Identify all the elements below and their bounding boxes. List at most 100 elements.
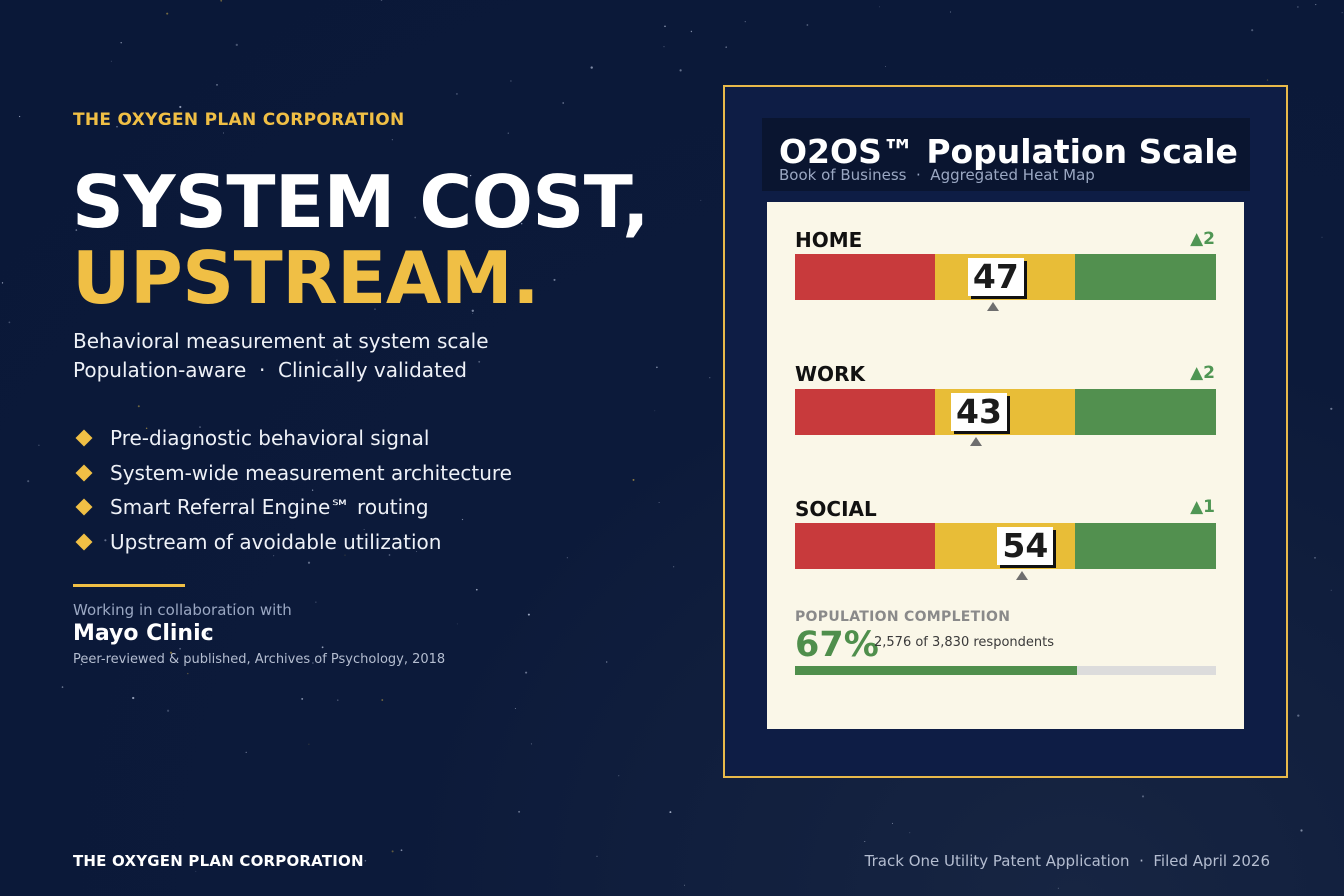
star <box>471 309 474 312</box>
star <box>187 672 189 675</box>
subtitle: Behavioral measurement at system scale P… <box>73 327 489 385</box>
star <box>478 360 481 363</box>
star <box>393 110 395 112</box>
zone-high <box>1075 523 1216 569</box>
star <box>27 480 30 483</box>
zone-low <box>795 389 935 435</box>
row-label-home: HOME <box>795 228 863 252</box>
completion-percent: 67% <box>795 625 879 665</box>
star <box>1314 557 1316 559</box>
score-pointer-icon <box>986 302 999 311</box>
row-label-social: SOCIAL <box>795 497 877 521</box>
headline-line-1: SYSTEM COST, <box>72 160 649 244</box>
score-box-social: 54 <box>997 527 1054 565</box>
star <box>469 174 472 177</box>
star <box>663 45 665 48</box>
feature-item: Pre-diagnostic behavioral signal <box>73 421 512 456</box>
star <box>315 601 317 603</box>
star <box>414 216 417 219</box>
panel-title: O2OS™ Population Scale <box>779 132 1238 171</box>
star <box>125 119 127 121</box>
star <box>169 651 173 654</box>
diamond-bullet-icon <box>75 429 93 447</box>
star <box>145 427 148 430</box>
star <box>80 663 83 666</box>
star <box>336 359 338 362</box>
star <box>311 489 314 491</box>
star <box>214 118 217 121</box>
star <box>308 743 310 745</box>
star <box>475 588 478 591</box>
star <box>199 426 201 429</box>
star <box>195 870 197 872</box>
star <box>273 555 275 557</box>
star <box>110 60 112 62</box>
star <box>197 294 199 296</box>
star <box>166 709 170 712</box>
star <box>216 84 218 86</box>
star <box>1297 6 1299 8</box>
star <box>363 529 365 530</box>
collaboration-label: Working in collaboration with <box>73 601 292 619</box>
row-label-work: WORK <box>795 362 865 386</box>
score-box-work: 43 <box>951 393 1008 431</box>
completion-progress-fill <box>795 666 1078 675</box>
star <box>312 662 314 664</box>
star <box>166 12 169 15</box>
headline: SYSTEM COST, UPSTREAM. <box>72 164 649 316</box>
star <box>632 478 635 481</box>
score-box-home: 47 <box>967 258 1024 296</box>
feature-item: Upstream of avoidable utilization <box>73 525 512 560</box>
panel-title-bar <box>762 118 1250 191</box>
star <box>1341 12 1343 14</box>
feature-text: Upstream of avoidable utilization <box>110 529 442 554</box>
star <box>673 566 675 568</box>
zone-low <box>795 254 935 300</box>
star <box>530 743 532 745</box>
panel-subtitle: Book of Business · Aggregated Heat Map <box>779 166 1095 184</box>
star <box>137 405 140 408</box>
star <box>909 832 911 834</box>
row-delta-home: ▲2 <box>1190 229 1215 249</box>
star <box>806 24 809 26</box>
star <box>1 282 4 284</box>
star <box>700 199 702 201</box>
star <box>415 551 417 552</box>
star <box>179 105 182 109</box>
star <box>364 859 367 862</box>
completion-label: POPULATION COMPLETION <box>795 609 1011 625</box>
zone-low <box>795 523 935 569</box>
star <box>245 751 247 754</box>
star <box>381 699 384 701</box>
zone-high <box>1075 389 1216 435</box>
star <box>525 671 528 674</box>
star <box>1330 407 1333 410</box>
star <box>307 561 311 564</box>
star <box>268 472 270 474</box>
star <box>337 699 339 701</box>
star <box>1057 887 1059 889</box>
star <box>1297 714 1300 717</box>
footer-company: THE OXYGEN PLAN CORPORATION <box>73 852 364 870</box>
footer-patent-note: Track One Utility Patent Application · F… <box>864 852 1270 870</box>
star <box>510 80 512 82</box>
star <box>374 308 376 310</box>
star <box>388 554 391 556</box>
feature-text: System-wide measurement architecture <box>110 460 512 485</box>
star <box>222 132 225 134</box>
star <box>1315 4 1317 6</box>
star <box>1141 795 1145 798</box>
star <box>235 43 238 47</box>
star <box>391 850 394 853</box>
completion-count: 2,576 of 3,830 respondents <box>874 635 1054 650</box>
star <box>332 432 334 434</box>
star <box>518 810 521 813</box>
star <box>521 223 523 225</box>
star <box>606 661 608 663</box>
subtitle-line-1: Behavioral measurement at system scale <box>73 329 489 353</box>
star <box>140 362 142 364</box>
diamond-bullet-icon <box>75 464 93 482</box>
star <box>669 811 672 814</box>
score-pointer-icon <box>1016 571 1029 580</box>
row-delta-social: ▲1 <box>1190 497 1215 517</box>
